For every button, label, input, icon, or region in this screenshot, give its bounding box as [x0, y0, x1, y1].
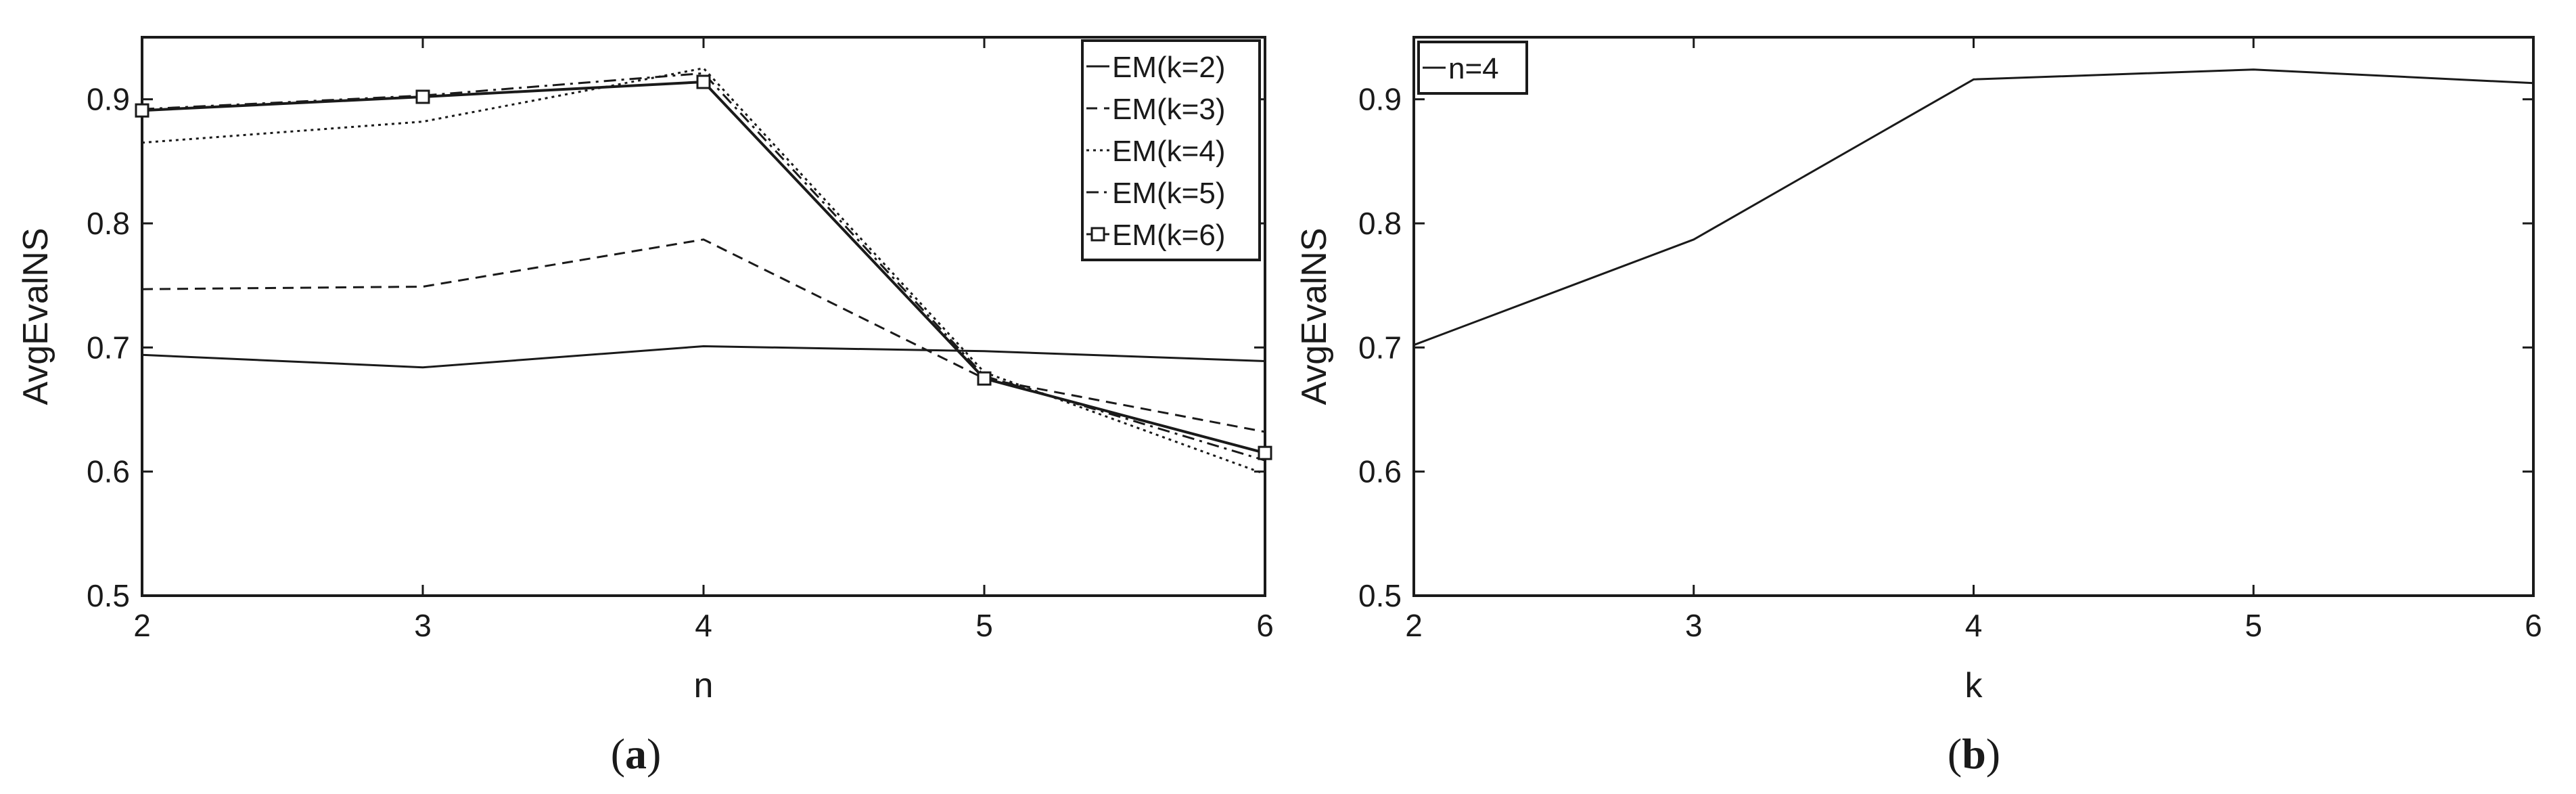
panel-b-x-tick-label: 5	[2245, 608, 2262, 643]
panel-a-series-5-marker	[1258, 445, 1272, 460]
panel-a-caption-letter: a	[625, 730, 647, 778]
panel-b-x-tick-label: 4	[1965, 608, 1983, 643]
panel-a-legend-label: EM(k=2)	[1112, 51, 1225, 84]
panel-a-x-tick-label: 6	[1256, 608, 1274, 643]
panel-a-legend-label: EM(k=6)	[1112, 219, 1225, 252]
panel-b-plot-frame	[1412, 36, 2535, 597]
panel-a-y-tick-label: 0.9	[87, 82, 130, 117]
panel-b-y-axis-label: AvgEvalNS	[1295, 227, 1334, 405]
panel-b-series-line-1	[1413, 68, 2534, 347]
panel-b-y-tick-label: 0.8	[1358, 206, 1402, 241]
panel-b-x-axis-label: k	[1965, 666, 1983, 705]
panel-b-caption: (b)	[1948, 730, 2000, 778]
panel-a-legend-label: EM(k=5)	[1112, 177, 1225, 210]
panel-b-x-tick-label: 3	[1685, 608, 1703, 643]
panel-a-y-tick-label: 0.5	[87, 578, 130, 613]
panel-a-x-tick-label: 3	[414, 608, 432, 643]
panel-a-chart: 2 3 4 5 6 0.5 0.6 0.7 0.8 0.9 n AvgEvalNS (a) EM(k=2)…	[16, 36, 1274, 778]
panel-b-y-tick-label: 0.5	[1358, 578, 1402, 613]
panel-a-series-line-1	[141, 345, 1266, 369]
panel-a-x-tick-label: 4	[695, 608, 712, 643]
panel-a-x-axis-label: n	[694, 666, 714, 705]
panel-a-y-tick-label: 0.7	[87, 330, 130, 365]
panel-a-series-5-marker	[977, 371, 992, 386]
panel-b-caption-letter: b	[1962, 730, 1986, 778]
panel-a-legend-label: EM(k=3)	[1112, 93, 1225, 126]
panel-a-series-5-marker	[135, 103, 150, 118]
panel-b-chart: 2 3 4 5 6 0.5 0.6 0.7 0.8 0.9 k AvgEvalNS (b) n=4	[1295, 36, 2542, 778]
panel-b-y-tick-label: 0.6	[1358, 454, 1402, 489]
panel-a-series-line-2	[141, 238, 1266, 433]
panel-a-legend-box	[1081, 39, 1261, 261]
panel-b-x-tick-label: 2	[1405, 608, 1423, 643]
panel-a-legend-label: EM(k=4)	[1112, 135, 1225, 168]
panel-a-caption: (a)	[611, 730, 662, 778]
panel-a-y-tick-label: 0.6	[87, 454, 130, 489]
panel-a-legend-marker	[1090, 227, 1105, 242]
panel-a-series-5-marker	[696, 74, 711, 89]
panel-a-series-5-marker	[415, 89, 430, 104]
panel-a-y-tick-label: 0.8	[87, 206, 130, 241]
panel-b-y-tick-label: 0.9	[1358, 82, 1402, 117]
panel-a-y-axis-label: AvgEvalNS	[16, 227, 55, 405]
panel-a-x-tick-label: 2	[133, 608, 151, 643]
panel-b-y-tick-label: 0.7	[1358, 330, 1402, 365]
panel-b-x-tick-label: 6	[2525, 608, 2542, 643]
panel-a-x-tick-label: 5	[975, 608, 993, 643]
panel-b-legend-label: n=4	[1448, 52, 1499, 85]
